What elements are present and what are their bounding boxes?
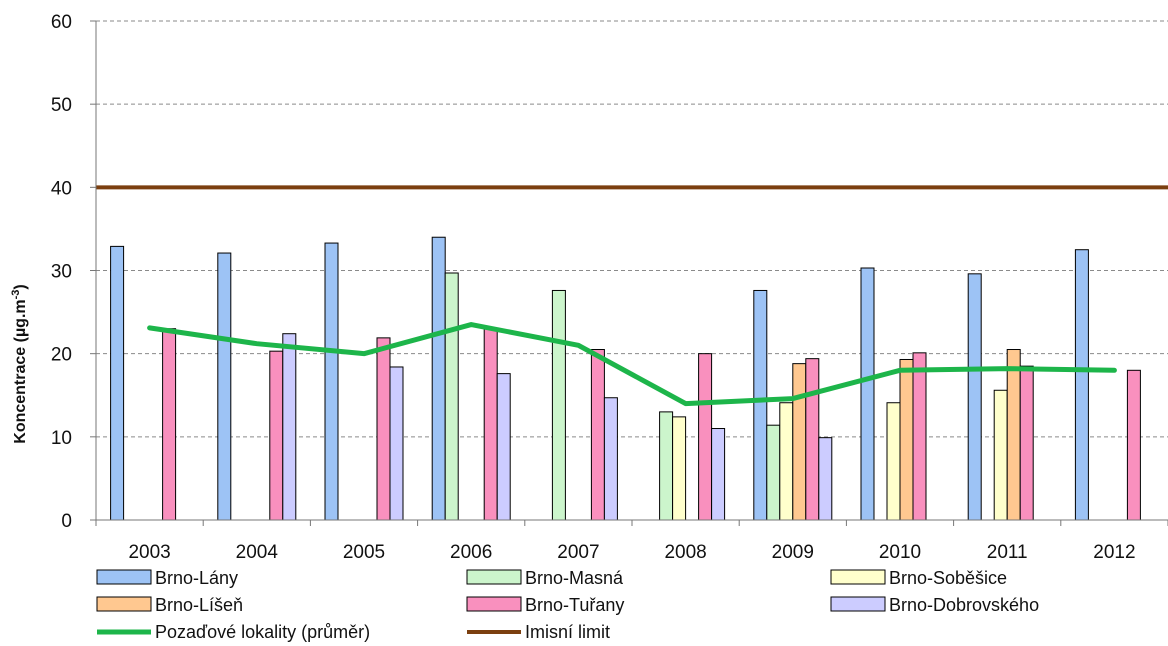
legend-item: Brno-Soběšice — [830, 568, 1007, 588]
legend-item: Pozaďové lokality (průměr) — [97, 622, 370, 642]
bar — [389, 366, 404, 521]
x-tick-label: 2011 — [987, 542, 1028, 563]
bar — [431, 236, 446, 521]
legend-label: Brno-Dobrovského — [889, 595, 1039, 615]
legend-item: Brno-Dobrovského — [830, 595, 1039, 615]
legend-item: Brno-Lány — [96, 568, 238, 588]
legend-label: Brno-Líšeň — [155, 595, 243, 615]
series-line — [147, 322, 1117, 407]
x-tick-label: 2008 — [664, 542, 706, 563]
x-tick-label: 2003 — [128, 542, 170, 563]
x-tick-label: 2009 — [772, 542, 814, 563]
legend-label: Brno-Soběšice — [889, 568, 1007, 588]
x-tick-label: 2007 — [557, 542, 599, 563]
legend-item: Imisní limit — [467, 622, 610, 642]
bar — [1019, 365, 1034, 521]
legend-swatch — [830, 596, 886, 612]
bar — [792, 363, 807, 521]
x-tick-label: 2004 — [236, 542, 279, 563]
bar — [110, 245, 125, 521]
bar — [659, 411, 674, 521]
bar — [496, 373, 511, 521]
bar — [551, 289, 566, 521]
y-tick-label: 20 — [51, 345, 72, 366]
bar — [818, 437, 833, 521]
bar — [672, 416, 687, 521]
bar — [779, 402, 794, 521]
bar — [324, 242, 339, 521]
bar — [860, 267, 875, 521]
bar — [217, 252, 232, 521]
axes — [90, 20, 1168, 526]
legend-label: Brno-Lány — [155, 568, 238, 588]
legend-swatch — [466, 569, 522, 585]
legend-swatch — [466, 596, 522, 612]
x-tick-label: 2005 — [343, 542, 385, 563]
legend-label: Pozaďové lokality (průměr) — [155, 622, 370, 642]
legend-swatch — [96, 569, 152, 585]
bar — [698, 353, 713, 521]
bar — [766, 424, 781, 521]
y-tick-label: 60 — [51, 12, 72, 33]
bar — [483, 328, 498, 521]
bar — [805, 358, 820, 521]
bar — [590, 349, 605, 521]
y-tick-label: 0 — [61, 511, 72, 532]
legend-label: Brno-Masná — [525, 568, 624, 588]
bar — [886, 402, 901, 521]
y-tick-label: 30 — [51, 262, 72, 283]
bar — [753, 289, 768, 521]
legend: Brno-Lány Brno-Masná Brno-Soběšice Brno-Líš… — [96, 568, 1039, 642]
bars — [110, 236, 1141, 521]
bar — [1126, 369, 1141, 521]
bar — [711, 428, 726, 521]
legend-label: Imisní limit — [525, 622, 610, 642]
legend-item: Brno-Líšeň — [96, 595, 243, 615]
legend-item: Brno-Masná — [466, 568, 624, 588]
bar — [1074, 249, 1089, 521]
legend-label: Brno-Tuřany — [525, 595, 624, 615]
bar — [162, 328, 177, 521]
bar — [967, 273, 982, 521]
y-tick-label: 50 — [51, 95, 72, 116]
bar — [912, 352, 927, 521]
bar — [1006, 349, 1021, 521]
x-tick-label: 2006 — [450, 542, 492, 563]
bar — [899, 358, 914, 521]
y-axis-label: Koncentrace (µg.m-3) — [10, 284, 29, 443]
lines — [96, 185, 1168, 407]
tick-labels: 0 10 20 30 40 50 60 2003 2004 2005 2006 2007 2008 200… — [51, 12, 1136, 563]
bar — [269, 350, 284, 521]
legend-swatch — [830, 569, 886, 585]
y-tick-label: 10 — [51, 428, 72, 449]
y-tick-label: 40 — [51, 178, 72, 199]
bar — [376, 337, 391, 521]
x-tick-label: 2010 — [879, 542, 921, 563]
legend-swatch — [96, 596, 152, 612]
bar — [444, 272, 459, 521]
bar — [282, 333, 297, 521]
legend-item: Brno-Tuřany — [466, 595, 624, 615]
bar — [603, 397, 618, 521]
bar — [993, 389, 1008, 521]
x-tick-label: 2012 — [1093, 542, 1135, 563]
